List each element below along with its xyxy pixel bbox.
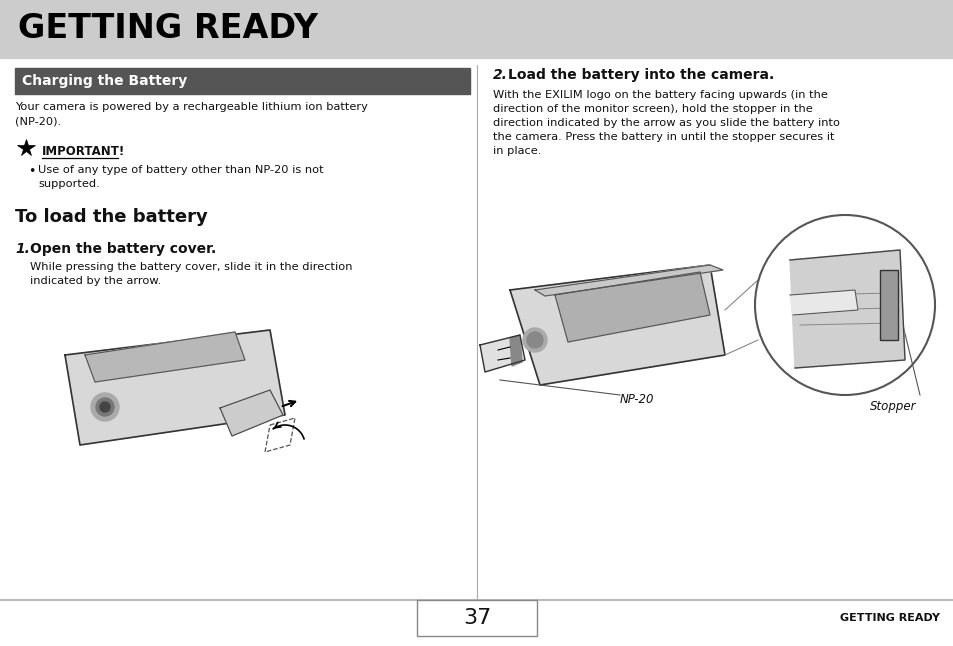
- Polygon shape: [789, 290, 857, 315]
- Text: •: •: [28, 165, 35, 178]
- Text: (NP-20).: (NP-20).: [15, 116, 61, 126]
- Text: Use of any type of battery other than NP-20 is not: Use of any type of battery other than NP…: [38, 165, 323, 175]
- Text: To load the battery: To load the battery: [15, 208, 208, 226]
- Text: in place.: in place.: [493, 146, 540, 156]
- Bar: [879, 270, 897, 340]
- Text: 1.: 1.: [15, 242, 30, 256]
- Text: direction of the monitor screen), hold the stopper in the: direction of the monitor screen), hold t…: [493, 104, 812, 114]
- Polygon shape: [789, 250, 904, 368]
- Polygon shape: [555, 272, 709, 342]
- Polygon shape: [85, 332, 245, 382]
- Text: IMPORTANT!: IMPORTANT!: [42, 145, 125, 158]
- Bar: [416, 600, 537, 636]
- Circle shape: [91, 393, 119, 421]
- Text: indicated by the arrow.: indicated by the arrow.: [30, 276, 161, 286]
- Polygon shape: [510, 265, 724, 385]
- Polygon shape: [479, 335, 524, 372]
- Text: Your camera is powered by a rechargeable lithium ion battery: Your camera is powered by a rechargeable…: [15, 102, 368, 112]
- Bar: [15, 68, 470, 94]
- Text: Stopper: Stopper: [869, 400, 916, 413]
- Circle shape: [526, 332, 542, 348]
- Text: GETTING READY: GETTING READY: [18, 12, 317, 45]
- Text: Open the battery cover.: Open the battery cover.: [30, 242, 216, 256]
- Circle shape: [522, 328, 546, 352]
- Text: direction indicated by the arrow as you slide the battery into: direction indicated by the arrow as you …: [493, 118, 840, 128]
- Text: GETTING READY: GETTING READY: [840, 613, 939, 623]
- Circle shape: [96, 398, 113, 416]
- Text: the camera. Press the battery in until the stopper secures it: the camera. Press the battery in until t…: [493, 132, 834, 142]
- Text: NP-20: NP-20: [619, 393, 654, 406]
- Text: 37: 37: [462, 608, 491, 628]
- Circle shape: [100, 402, 110, 412]
- Text: supported.: supported.: [38, 179, 100, 189]
- Polygon shape: [220, 390, 283, 436]
- Text: Charging the Battery: Charging the Battery: [22, 74, 187, 88]
- Bar: [0, 0, 953, 58]
- Text: With the EXILIM logo on the battery facing upwards (in the: With the EXILIM logo on the battery faci…: [493, 90, 827, 100]
- Text: Load the battery into the camera.: Load the battery into the camera.: [507, 68, 774, 82]
- Text: While pressing the battery cover, slide it in the direction: While pressing the battery cover, slide …: [30, 262, 352, 272]
- Polygon shape: [535, 265, 722, 296]
- Text: 2.: 2.: [493, 68, 507, 82]
- Circle shape: [754, 215, 934, 395]
- Polygon shape: [510, 335, 521, 366]
- Polygon shape: [65, 330, 285, 445]
